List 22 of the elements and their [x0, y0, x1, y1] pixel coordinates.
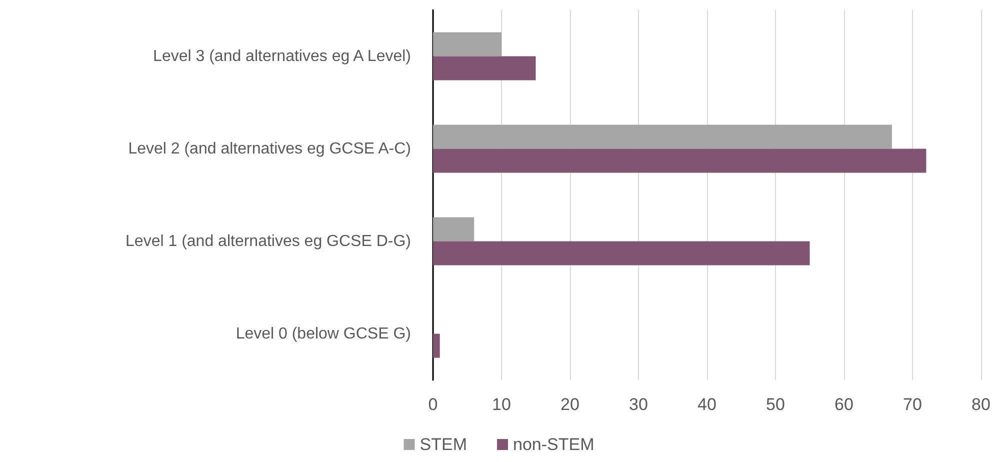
bar [433, 334, 440, 358]
y-tick-label: Level 3 (and alternatives eg A Level) [153, 48, 411, 65]
bar [433, 124, 892, 149]
x-tick-label: 70 [903, 395, 922, 414]
y-tick-label: Level 0 (below GCSE G) [236, 325, 411, 342]
bar [433, 241, 810, 266]
x-tick-label: 0 [428, 395, 438, 414]
bar [433, 217, 474, 242]
x-tick-label: 30 [629, 395, 648, 414]
x-tick-label: 60 [834, 395, 854, 414]
legend-label: non-STEM [512, 435, 594, 454]
y-tick-label: Level 2 (and alternatives eg GCSE A-C) [128, 140, 411, 158]
bar [433, 56, 536, 80]
x-tick-label: 50 [766, 395, 785, 414]
legend-label: STEM [420, 435, 467, 454]
x-tick-label: 80 [972, 395, 990, 414]
y-tick-label: Level 1 (and alternatives eg GCSE D-G) [126, 232, 411, 250]
x-tick-label: 20 [560, 395, 580, 414]
bar [433, 148, 926, 173]
x-tick-label: 40 [698, 395, 716, 414]
x-tick-label: 10 [492, 395, 511, 414]
bar [433, 32, 502, 56]
